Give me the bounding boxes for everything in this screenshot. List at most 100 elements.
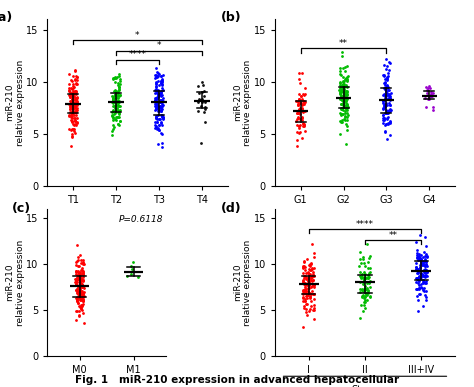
- Point: [303, 291, 311, 298]
- Point: [67, 100, 75, 106]
- Point: [383, 85, 391, 91]
- Point: [78, 271, 85, 277]
- Point: [294, 122, 301, 128]
- Point: [69, 94, 77, 100]
- Point: [108, 109, 116, 115]
- Point: [417, 259, 425, 265]
- Point: [115, 99, 122, 105]
- Point: [68, 108, 75, 114]
- Point: [293, 143, 301, 149]
- Point: [310, 291, 318, 297]
- Point: [153, 104, 160, 111]
- Point: [293, 110, 301, 116]
- Point: [76, 277, 84, 283]
- Point: [386, 95, 393, 101]
- Point: [379, 115, 387, 121]
- Point: [415, 276, 422, 283]
- Point: [414, 269, 421, 276]
- Point: [416, 291, 423, 298]
- Point: [152, 81, 160, 87]
- Point: [68, 131, 76, 137]
- Point: [341, 104, 348, 110]
- Point: [75, 273, 82, 279]
- Point: [308, 266, 315, 272]
- Point: [116, 110, 123, 116]
- Point: [201, 119, 209, 125]
- Point: [68, 110, 76, 116]
- Point: [310, 316, 318, 322]
- Point: [153, 106, 160, 112]
- Point: [155, 70, 162, 76]
- Point: [341, 84, 348, 91]
- Point: [115, 103, 123, 109]
- Text: ****: ****: [356, 220, 374, 229]
- Point: [305, 271, 312, 277]
- Point: [341, 87, 349, 94]
- Point: [154, 112, 162, 118]
- Point: [305, 281, 313, 288]
- Point: [73, 74, 81, 80]
- Point: [109, 117, 117, 123]
- Point: [73, 268, 80, 274]
- Point: [362, 291, 370, 297]
- Point: [423, 269, 430, 275]
- Point: [342, 113, 349, 119]
- Point: [155, 94, 162, 101]
- Point: [363, 241, 370, 247]
- Point: [341, 92, 349, 98]
- Text: *: *: [156, 41, 161, 50]
- Point: [342, 140, 350, 147]
- Point: [299, 135, 306, 141]
- Point: [306, 282, 313, 288]
- Point: [363, 275, 370, 281]
- Point: [74, 267, 82, 274]
- Point: [72, 121, 79, 127]
- Point: [308, 274, 316, 280]
- Point: [415, 256, 423, 262]
- Point: [343, 114, 351, 120]
- Point: [341, 76, 348, 82]
- Point: [69, 88, 76, 94]
- Point: [300, 281, 308, 288]
- Point: [155, 77, 162, 84]
- Point: [337, 89, 345, 96]
- Point: [114, 89, 121, 96]
- Point: [70, 115, 78, 121]
- Point: [360, 279, 368, 286]
- Point: [72, 269, 80, 275]
- Point: [76, 273, 83, 279]
- Point: [79, 272, 87, 278]
- Point: [420, 269, 428, 275]
- Point: [419, 272, 427, 278]
- Point: [158, 82, 166, 89]
- Point: [68, 113, 76, 119]
- Point: [341, 114, 348, 120]
- Point: [294, 99, 302, 105]
- Point: [380, 73, 388, 79]
- Point: [381, 82, 388, 88]
- Point: [67, 111, 75, 118]
- Point: [200, 110, 208, 116]
- Point: [80, 274, 87, 280]
- Point: [153, 74, 160, 80]
- Point: [383, 84, 391, 90]
- Point: [76, 304, 83, 310]
- Point: [362, 287, 369, 293]
- Point: [360, 302, 367, 308]
- Point: [77, 281, 84, 287]
- Point: [73, 94, 80, 101]
- Point: [380, 101, 388, 108]
- Point: [78, 307, 86, 313]
- Point: [366, 269, 374, 275]
- Point: [339, 84, 346, 90]
- Point: [80, 268, 87, 274]
- Point: [415, 251, 422, 257]
- Point: [413, 286, 420, 292]
- Point: [419, 254, 426, 260]
- Point: [341, 97, 349, 103]
- Point: [340, 97, 347, 103]
- Point: [75, 275, 82, 281]
- Point: [415, 274, 423, 280]
- Point: [342, 92, 350, 98]
- Point: [416, 257, 423, 263]
